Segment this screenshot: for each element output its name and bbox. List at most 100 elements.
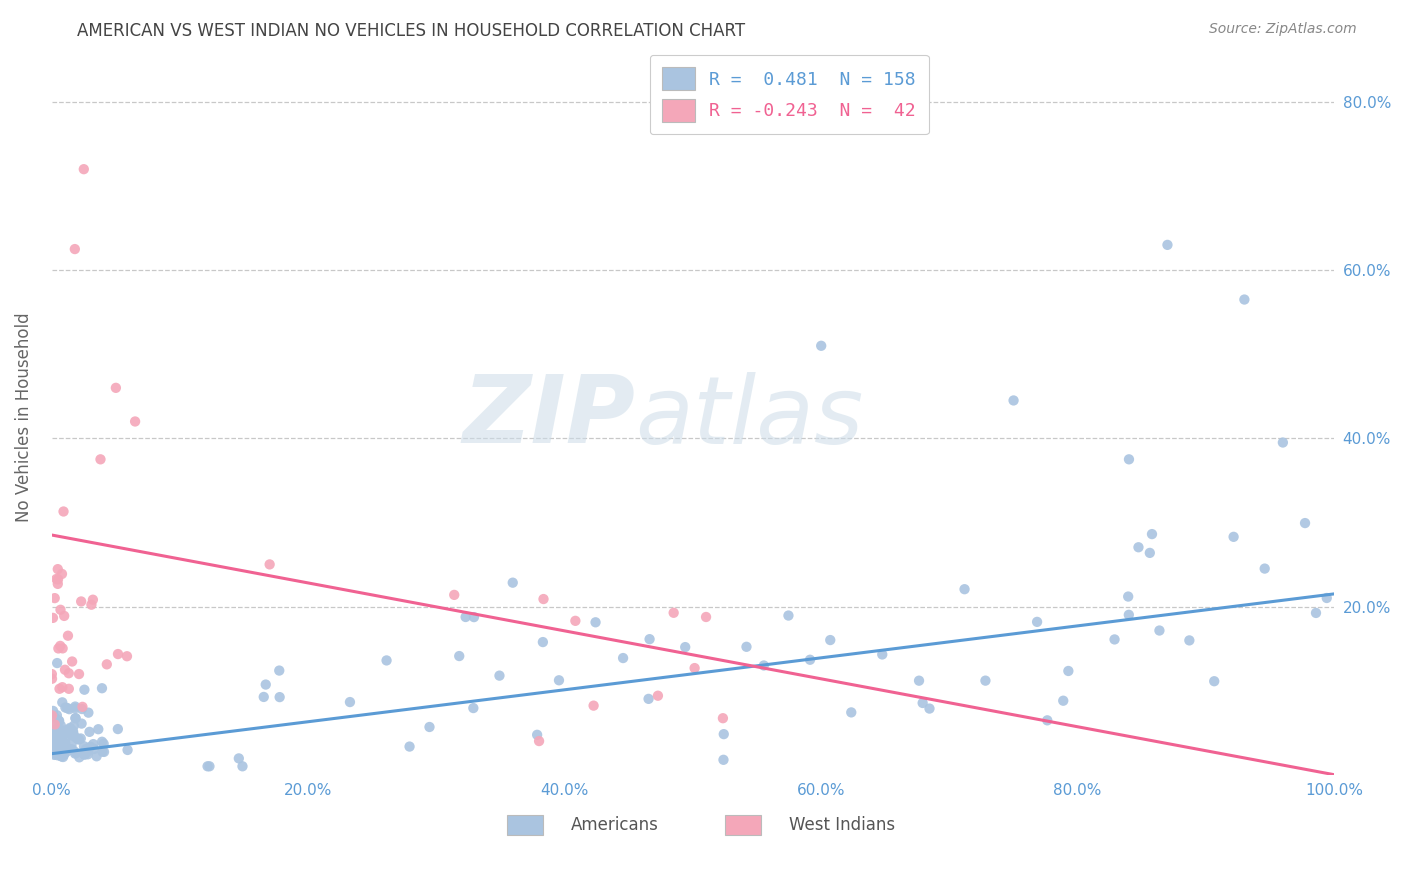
Point — [46, 748, 69, 763]
Point — [1104, 632, 1126, 647]
Text: Americans: Americans — [571, 816, 659, 834]
Point — [59, 721, 82, 735]
Point — [1271, 435, 1294, 450]
Point — [77, 706, 100, 720]
Point — [93, 737, 115, 751]
Point — [73, 747, 96, 762]
Point — [80, 598, 103, 612]
Point — [70, 716, 93, 731]
Point — [52, 744, 75, 758]
Point — [65, 711, 87, 725]
Point — [48, 729, 70, 743]
Point — [375, 653, 398, 667]
Point — [49, 744, 72, 758]
Text: Source: ZipAtlas.com: Source: ZipAtlas.com — [1209, 22, 1357, 37]
Point — [67, 732, 90, 747]
Point — [870, 648, 893, 662]
Point — [87, 723, 110, 737]
Point — [107, 647, 129, 661]
Point — [63, 719, 86, 733]
Point — [527, 734, 550, 748]
Point — [198, 759, 221, 773]
Point — [104, 381, 127, 395]
Point — [683, 661, 706, 675]
Point — [60, 742, 83, 756]
Point — [228, 751, 250, 765]
Point — [502, 575, 524, 590]
Point — [253, 690, 276, 704]
Point — [46, 562, 69, 576]
Point — [82, 592, 104, 607]
Point — [735, 640, 758, 654]
Point — [53, 732, 76, 747]
Point — [531, 635, 554, 649]
Point — [76, 747, 98, 762]
Point — [65, 746, 87, 760]
Text: West Indians: West Indians — [789, 816, 896, 834]
Point — [66, 732, 89, 747]
Point — [1316, 591, 1339, 605]
Point — [564, 614, 586, 628]
Point — [44, 738, 66, 752]
Point — [49, 603, 72, 617]
Point — [463, 701, 485, 715]
Point — [911, 696, 934, 710]
Point — [62, 724, 84, 739]
Point — [713, 727, 735, 741]
Point — [41, 727, 63, 741]
Point — [799, 653, 821, 667]
Point — [91, 681, 114, 696]
Point — [711, 711, 734, 725]
Point — [637, 691, 659, 706]
Point — [908, 673, 931, 688]
Point — [41, 667, 63, 681]
Point — [449, 648, 471, 663]
Point — [1156, 238, 1178, 252]
Point — [42, 743, 65, 757]
Point — [339, 695, 361, 709]
Point — [51, 695, 73, 709]
Point — [647, 689, 669, 703]
Point — [83, 742, 105, 756]
Point — [1204, 674, 1226, 689]
Point — [44, 735, 66, 749]
Point — [44, 731, 66, 746]
Point — [124, 415, 146, 429]
Point — [662, 606, 685, 620]
Point — [73, 682, 96, 697]
Point — [62, 726, 84, 740]
Point — [673, 640, 696, 654]
Point — [41, 739, 63, 753]
Point — [56, 629, 79, 643]
Point — [52, 723, 75, 738]
Point — [76, 744, 98, 758]
Point — [1057, 664, 1080, 678]
Point — [45, 746, 67, 760]
Point — [1294, 516, 1316, 530]
Point — [44, 591, 66, 606]
Point — [582, 698, 605, 713]
Point — [58, 702, 80, 716]
Point — [45, 738, 67, 752]
Point — [52, 750, 75, 764]
Point — [45, 717, 67, 731]
Point — [269, 664, 291, 678]
Point — [41, 723, 63, 738]
Point — [44, 710, 66, 724]
Point — [1178, 633, 1201, 648]
Point — [42, 704, 65, 718]
Point — [52, 747, 75, 762]
Point — [44, 747, 66, 762]
Point — [231, 759, 253, 773]
FancyBboxPatch shape — [508, 814, 543, 835]
Point — [53, 726, 76, 740]
Point — [63, 747, 86, 761]
Point — [51, 745, 73, 759]
Point — [1026, 615, 1049, 629]
Point — [1118, 607, 1140, 622]
Point — [53, 663, 76, 677]
Point — [67, 750, 90, 764]
Point — [67, 667, 90, 681]
Point — [41, 746, 63, 760]
Point — [63, 701, 86, 715]
